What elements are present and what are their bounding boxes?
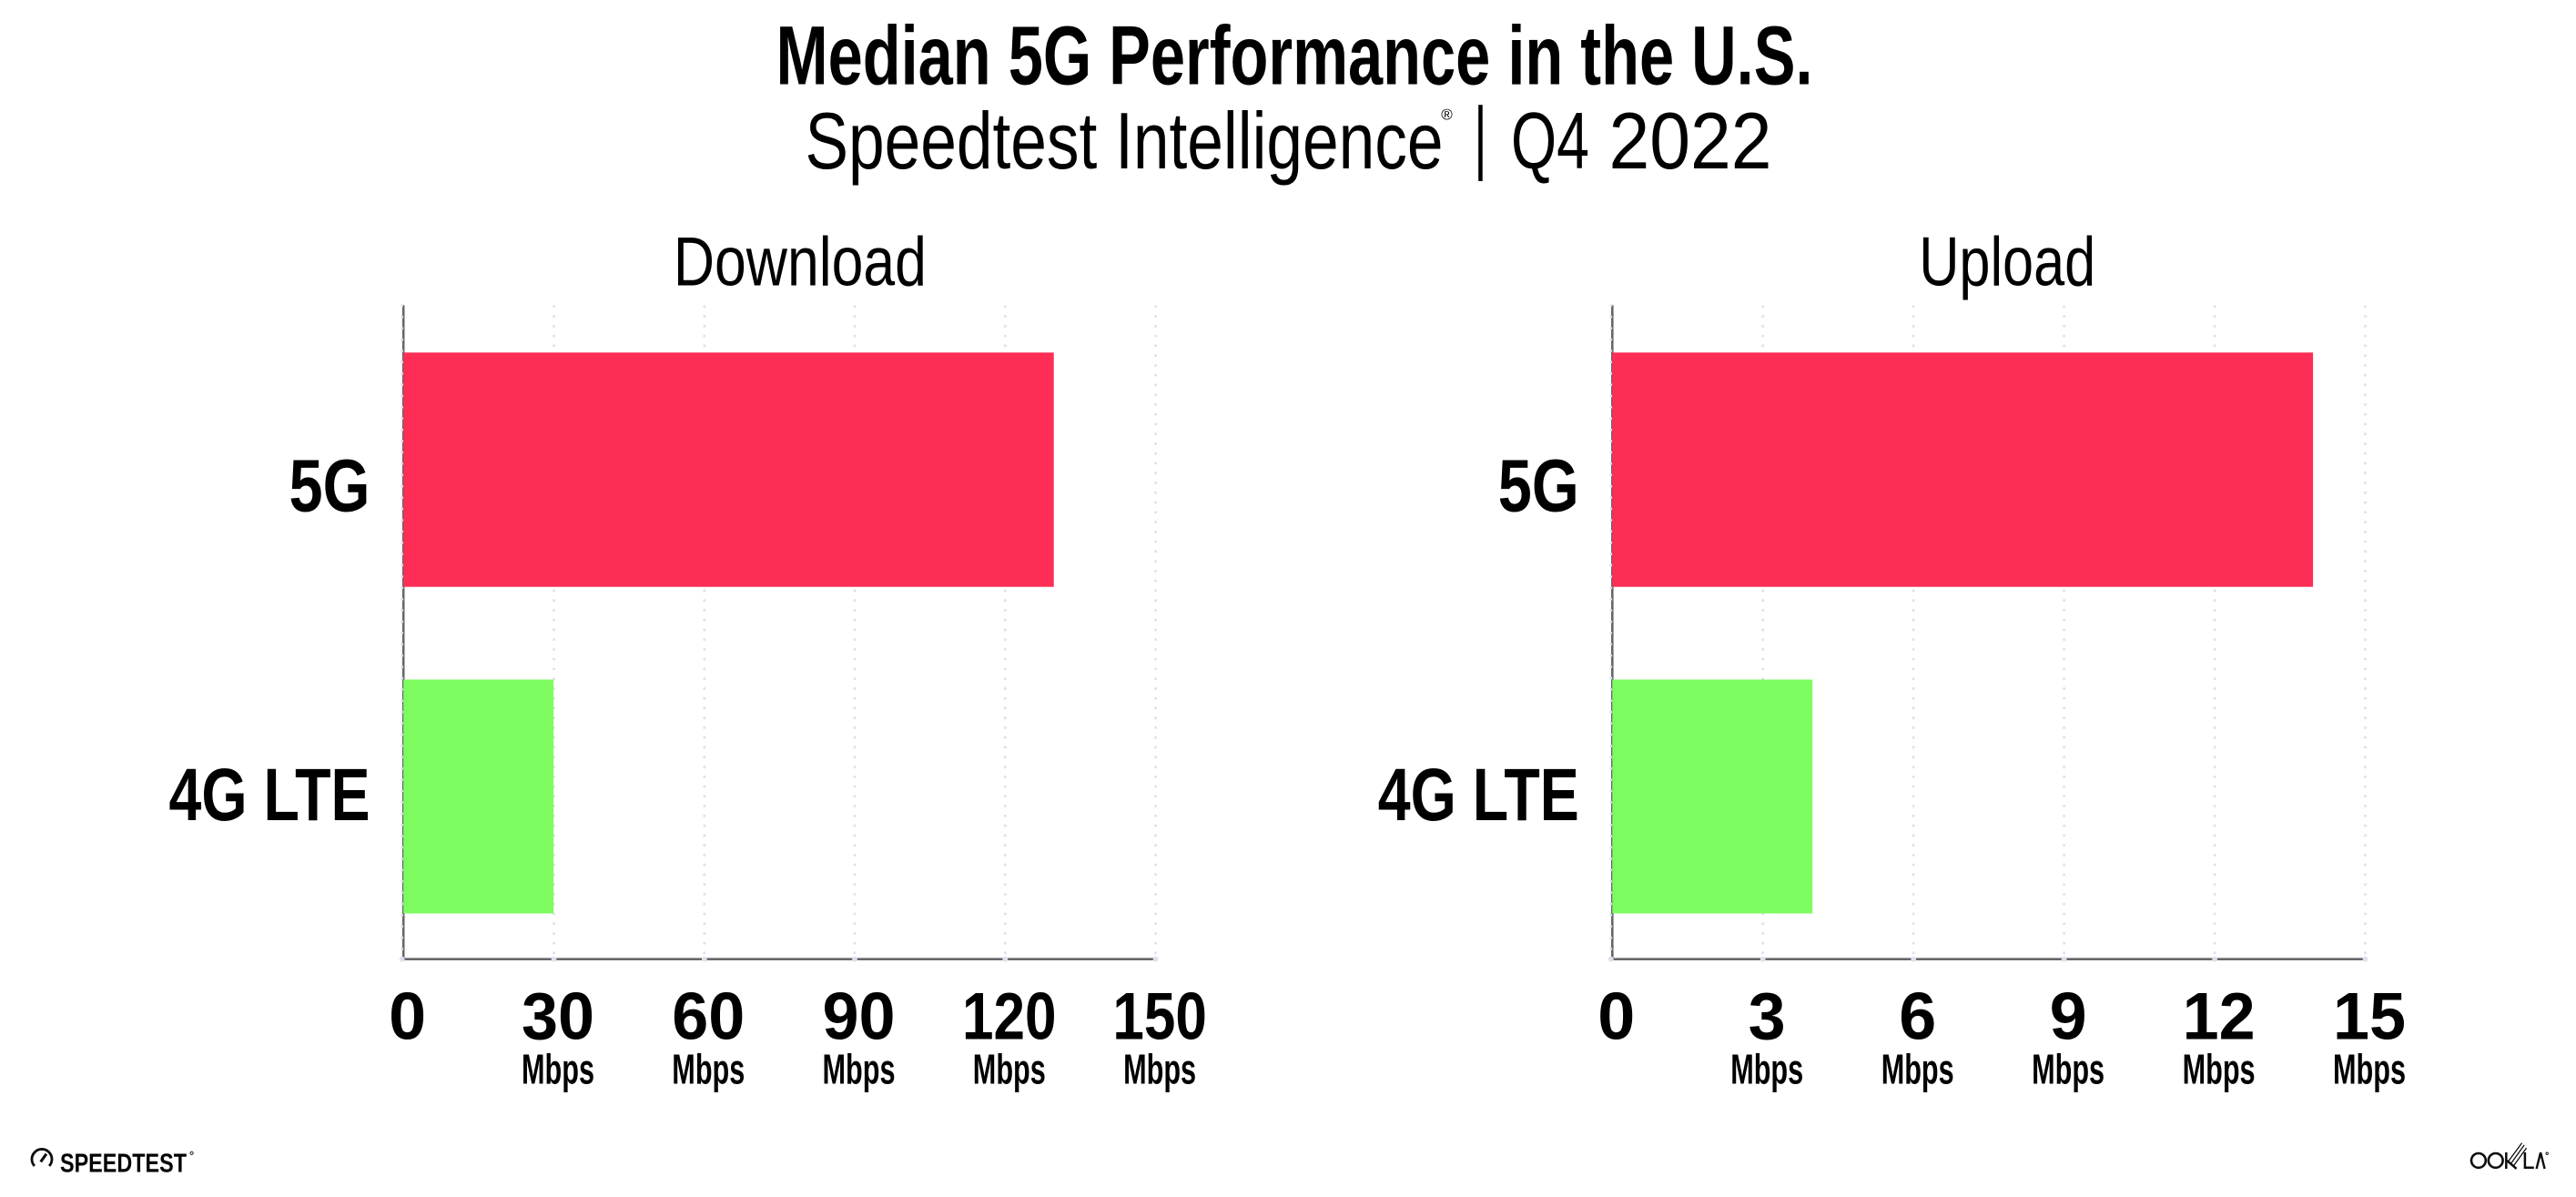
svg-text:SPEEDTEST: SPEEDTEST — [60, 1150, 187, 1179]
svg-text:90: 90 — [823, 979, 896, 1053]
svg-text:Mbps: Mbps — [1881, 1046, 1954, 1093]
svg-text:9: 9 — [2050, 979, 2087, 1053]
svg-text:4G LTE: 4G LTE — [169, 754, 370, 837]
svg-text:Median 5G Performance in the U: Median 5G Performance in the U.S. — [776, 10, 1813, 103]
svg-text:Mbps: Mbps — [522, 1046, 594, 1093]
svg-text:Mbps: Mbps — [672, 1046, 745, 1093]
svg-text:®: ® — [1441, 107, 1453, 124]
svg-text:Upload: Upload — [1919, 224, 2095, 301]
svg-text:Mbps: Mbps — [1123, 1046, 1196, 1093]
svg-text:6: 6 — [1899, 979, 1936, 1053]
svg-text:15: 15 — [2333, 979, 2406, 1053]
svg-text:Mbps: Mbps — [823, 1046, 896, 1093]
svg-text:120: 120 — [962, 979, 1057, 1053]
svg-text:Mbps: Mbps — [2183, 1046, 2256, 1093]
svg-text:60: 60 — [672, 979, 745, 1053]
svg-text:3: 3 — [1749, 979, 1786, 1053]
svg-text:4G LTE: 4G LTE — [1378, 754, 1579, 837]
svg-text:Q4: Q4 — [1511, 96, 1589, 186]
svg-text:Download: Download — [674, 224, 927, 301]
svg-text:30: 30 — [522, 979, 594, 1053]
svg-text:0: 0 — [389, 979, 426, 1053]
svg-text:5G: 5G — [1498, 444, 1579, 527]
svg-text:Mbps: Mbps — [973, 1046, 1046, 1093]
svg-text:0: 0 — [1597, 979, 1635, 1053]
svg-text:12: 12 — [2183, 979, 2256, 1053]
svg-text:Mbps: Mbps — [2032, 1046, 2104, 1093]
svg-text:5G: 5G — [289, 444, 370, 527]
svg-text:Mbps: Mbps — [2333, 1046, 2406, 1093]
svg-text:Speedtest Intelligence: Speedtest Intelligence — [806, 96, 1444, 186]
svg-text:150: 150 — [1112, 979, 1207, 1053]
svg-text:Mbps: Mbps — [1730, 1046, 1803, 1093]
svg-text:2022: 2022 — [1609, 96, 1772, 186]
